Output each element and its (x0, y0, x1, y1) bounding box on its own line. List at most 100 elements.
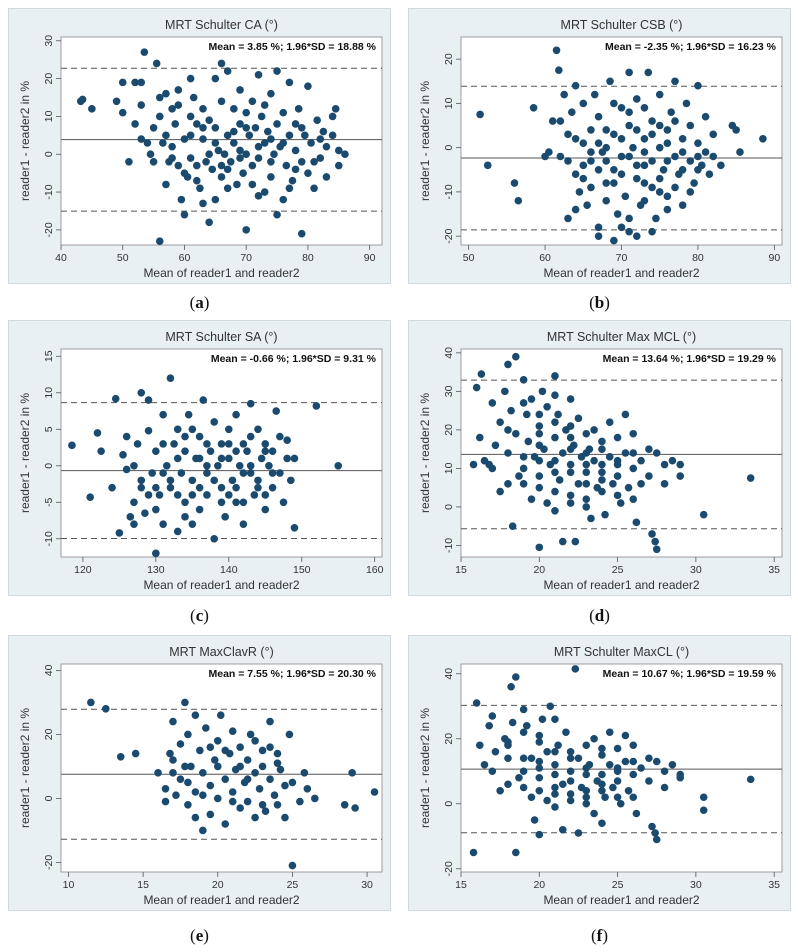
data-point (297, 123, 306, 132)
data-point (230, 105, 238, 113)
chart-panel: MRT Schulter Max MCL (°) Mean = 13.64 %; … (408, 320, 791, 596)
data-point (205, 218, 213, 227)
data-point (282, 161, 291, 170)
data-point (273, 759, 282, 767)
data-point (161, 797, 170, 806)
data-point (203, 461, 211, 470)
x-tick-label: 50 (117, 252, 129, 264)
data-point (519, 728, 528, 737)
data-point (210, 476, 219, 485)
data-point (137, 476, 146, 485)
data-point (221, 775, 230, 783)
data-point (504, 738, 512, 746)
data-point (555, 476, 564, 484)
data-point (146, 150, 155, 159)
data-point (566, 777, 575, 785)
data-point (659, 165, 668, 174)
data-point (556, 152, 565, 161)
data-point (566, 747, 575, 756)
data-point (168, 105, 176, 113)
data-point (582, 770, 591, 779)
data-point (193, 161, 201, 170)
data-point (546, 702, 555, 711)
data-point (176, 740, 185, 748)
data-point (512, 848, 520, 857)
data-point (217, 173, 226, 181)
data-point (508, 718, 517, 727)
data-point (652, 835, 661, 844)
x-tick-label: 20 (533, 564, 545, 576)
data-point (223, 165, 232, 174)
data-point (334, 461, 343, 470)
data-point (173, 425, 182, 434)
data-point (301, 131, 309, 140)
data-point (678, 165, 687, 174)
data-point (566, 460, 575, 469)
data-point (239, 520, 248, 528)
y-tick-label: 0 (443, 145, 455, 151)
data-point (583, 201, 591, 209)
stats-annotation: Mean = 13.64 %; 1.96*SD = 19.29 % (603, 353, 777, 365)
data-point (543, 747, 551, 756)
data-point (575, 188, 584, 196)
data-point (515, 472, 523, 480)
data-point (645, 445, 653, 453)
data-point (188, 425, 197, 434)
data-point (629, 449, 638, 457)
data-point (579, 174, 588, 183)
x-axis-label: Mean of reader1 and reader2 (143, 893, 299, 907)
data-point (496, 418, 504, 426)
data-point (195, 505, 204, 514)
data-point (267, 135, 275, 143)
data-point (759, 134, 767, 143)
data-point (290, 524, 299, 532)
data-point (566, 468, 575, 477)
data-point (582, 741, 591, 750)
data-point (254, 154, 263, 162)
data-point (242, 226, 250, 234)
data-point (130, 520, 138, 528)
data-point (180, 169, 189, 177)
x-tick-label: 15 (137, 879, 149, 891)
y-tick-label: 10 (43, 387, 55, 399)
x-tick-label: 70 (240, 252, 252, 264)
y-tick-label: -20 (443, 228, 455, 243)
data-point (690, 179, 698, 187)
data-point (267, 89, 275, 98)
data-point (223, 131, 232, 140)
data-point (594, 223, 603, 232)
chart-panel: MRT Schulter MaxCL (°) Mean = 10.67 %; 1.… (408, 635, 791, 911)
data-point (694, 81, 702, 90)
data-point (625, 121, 633, 130)
data-points (68, 374, 343, 558)
data-point (663, 126, 672, 134)
data-point (579, 161, 588, 170)
data-point (206, 743, 215, 751)
y-tick-label: 0 (43, 463, 55, 469)
data-point (732, 126, 740, 134)
data-point (617, 152, 626, 161)
data-point (598, 460, 606, 469)
data-point (694, 139, 702, 148)
data-point (488, 399, 497, 407)
data-point (170, 440, 178, 448)
data-point (629, 770, 638, 779)
data-point (203, 469, 211, 477)
data-point (640, 161, 649, 170)
data-point (149, 158, 158, 166)
data-point (258, 746, 267, 755)
data-point (261, 447, 270, 455)
y-tick-label: 20 (443, 424, 455, 436)
data-point (587, 126, 595, 134)
data-point (566, 491, 575, 500)
data-point (560, 90, 568, 99)
data-point (232, 410, 240, 419)
data-point (184, 410, 193, 419)
data-point (519, 480, 528, 488)
data-point (629, 495, 638, 504)
plot-area (60, 348, 383, 558)
data-point (266, 743, 274, 751)
data-point (199, 135, 207, 143)
data-point (705, 170, 714, 178)
data-point (228, 788, 237, 796)
